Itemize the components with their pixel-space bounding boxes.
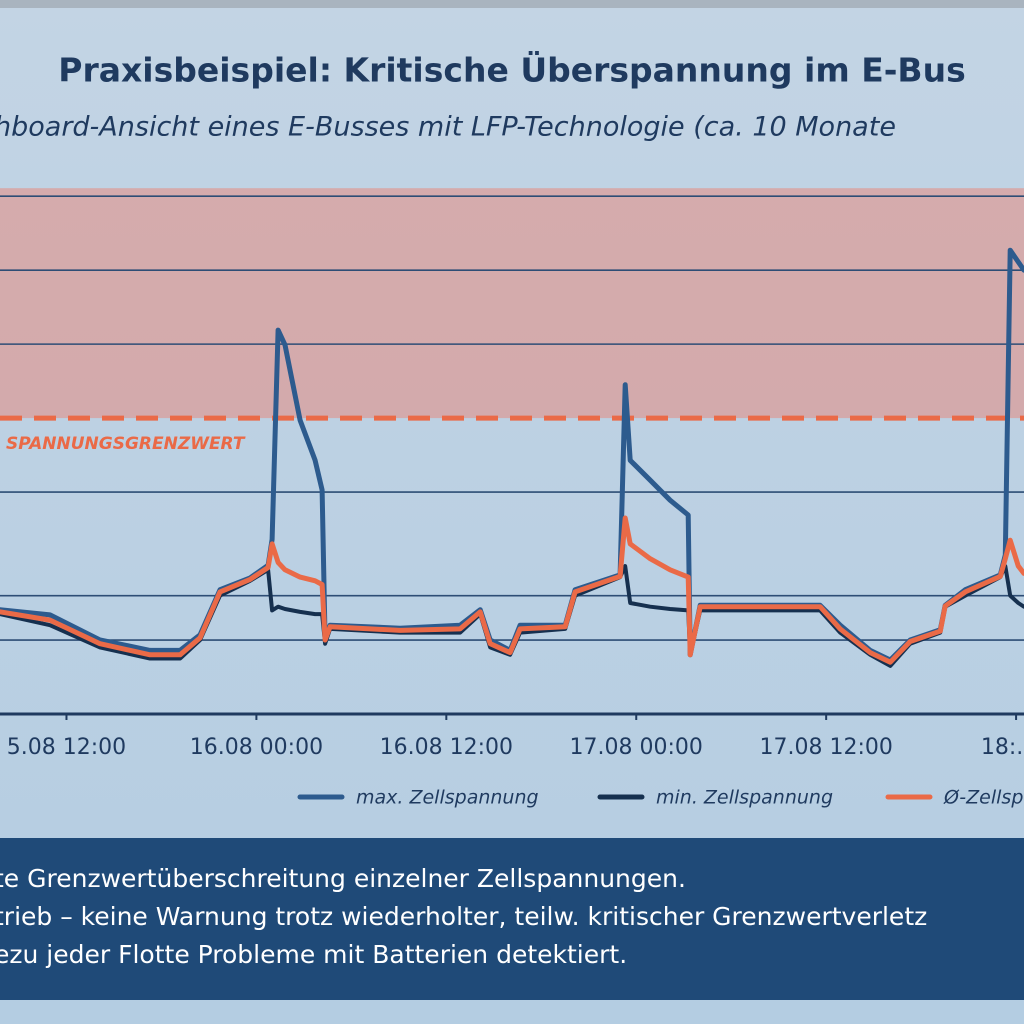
legend-label: min. Zellspannung	[656, 787, 833, 809]
note-box	[0, 838, 1024, 1000]
x-tick-label: 18:.08	[981, 735, 1024, 760]
legend-label: max. Zellspannung	[356, 787, 539, 809]
x-tick-label: 17.08 12:00	[759, 735, 892, 760]
series-line	[0, 515, 1024, 665]
x-tick-label: 17.08 00:00	[570, 735, 703, 760]
note-line: ezu jeder Flotte Probleme mit Batterien …	[0, 940, 627, 969]
chart-title: Praxisbeispiel: Kritische Überspannung i…	[58, 50, 965, 90]
legend-label: Ø-Zellsp	[943, 787, 1023, 809]
note-line: trieb – keine Warnung trotz wiederholter…	[0, 902, 927, 931]
critical-zone	[0, 188, 1024, 419]
chart-subtitle: hboard-Ansicht eines E-Busses mit LFP-Te…	[0, 112, 896, 143]
x-tick-label: 16.08 00:00	[190, 735, 323, 760]
plot-area: SPANNUNGSGRENZWERT 5.08 12:00 16.08 00:00 1…	[0, 188, 1024, 809]
top-strip	[0, 0, 1024, 8]
note-line: te Grenzwertüberschreitung einzelner Zel…	[0, 864, 686, 893]
threshold-label: SPANNUNGSGRENZWERT	[6, 434, 246, 454]
x-tick-label: 5.08 12:00	[7, 735, 126, 760]
x-tick-label: 16.08 12:00	[380, 735, 513, 760]
